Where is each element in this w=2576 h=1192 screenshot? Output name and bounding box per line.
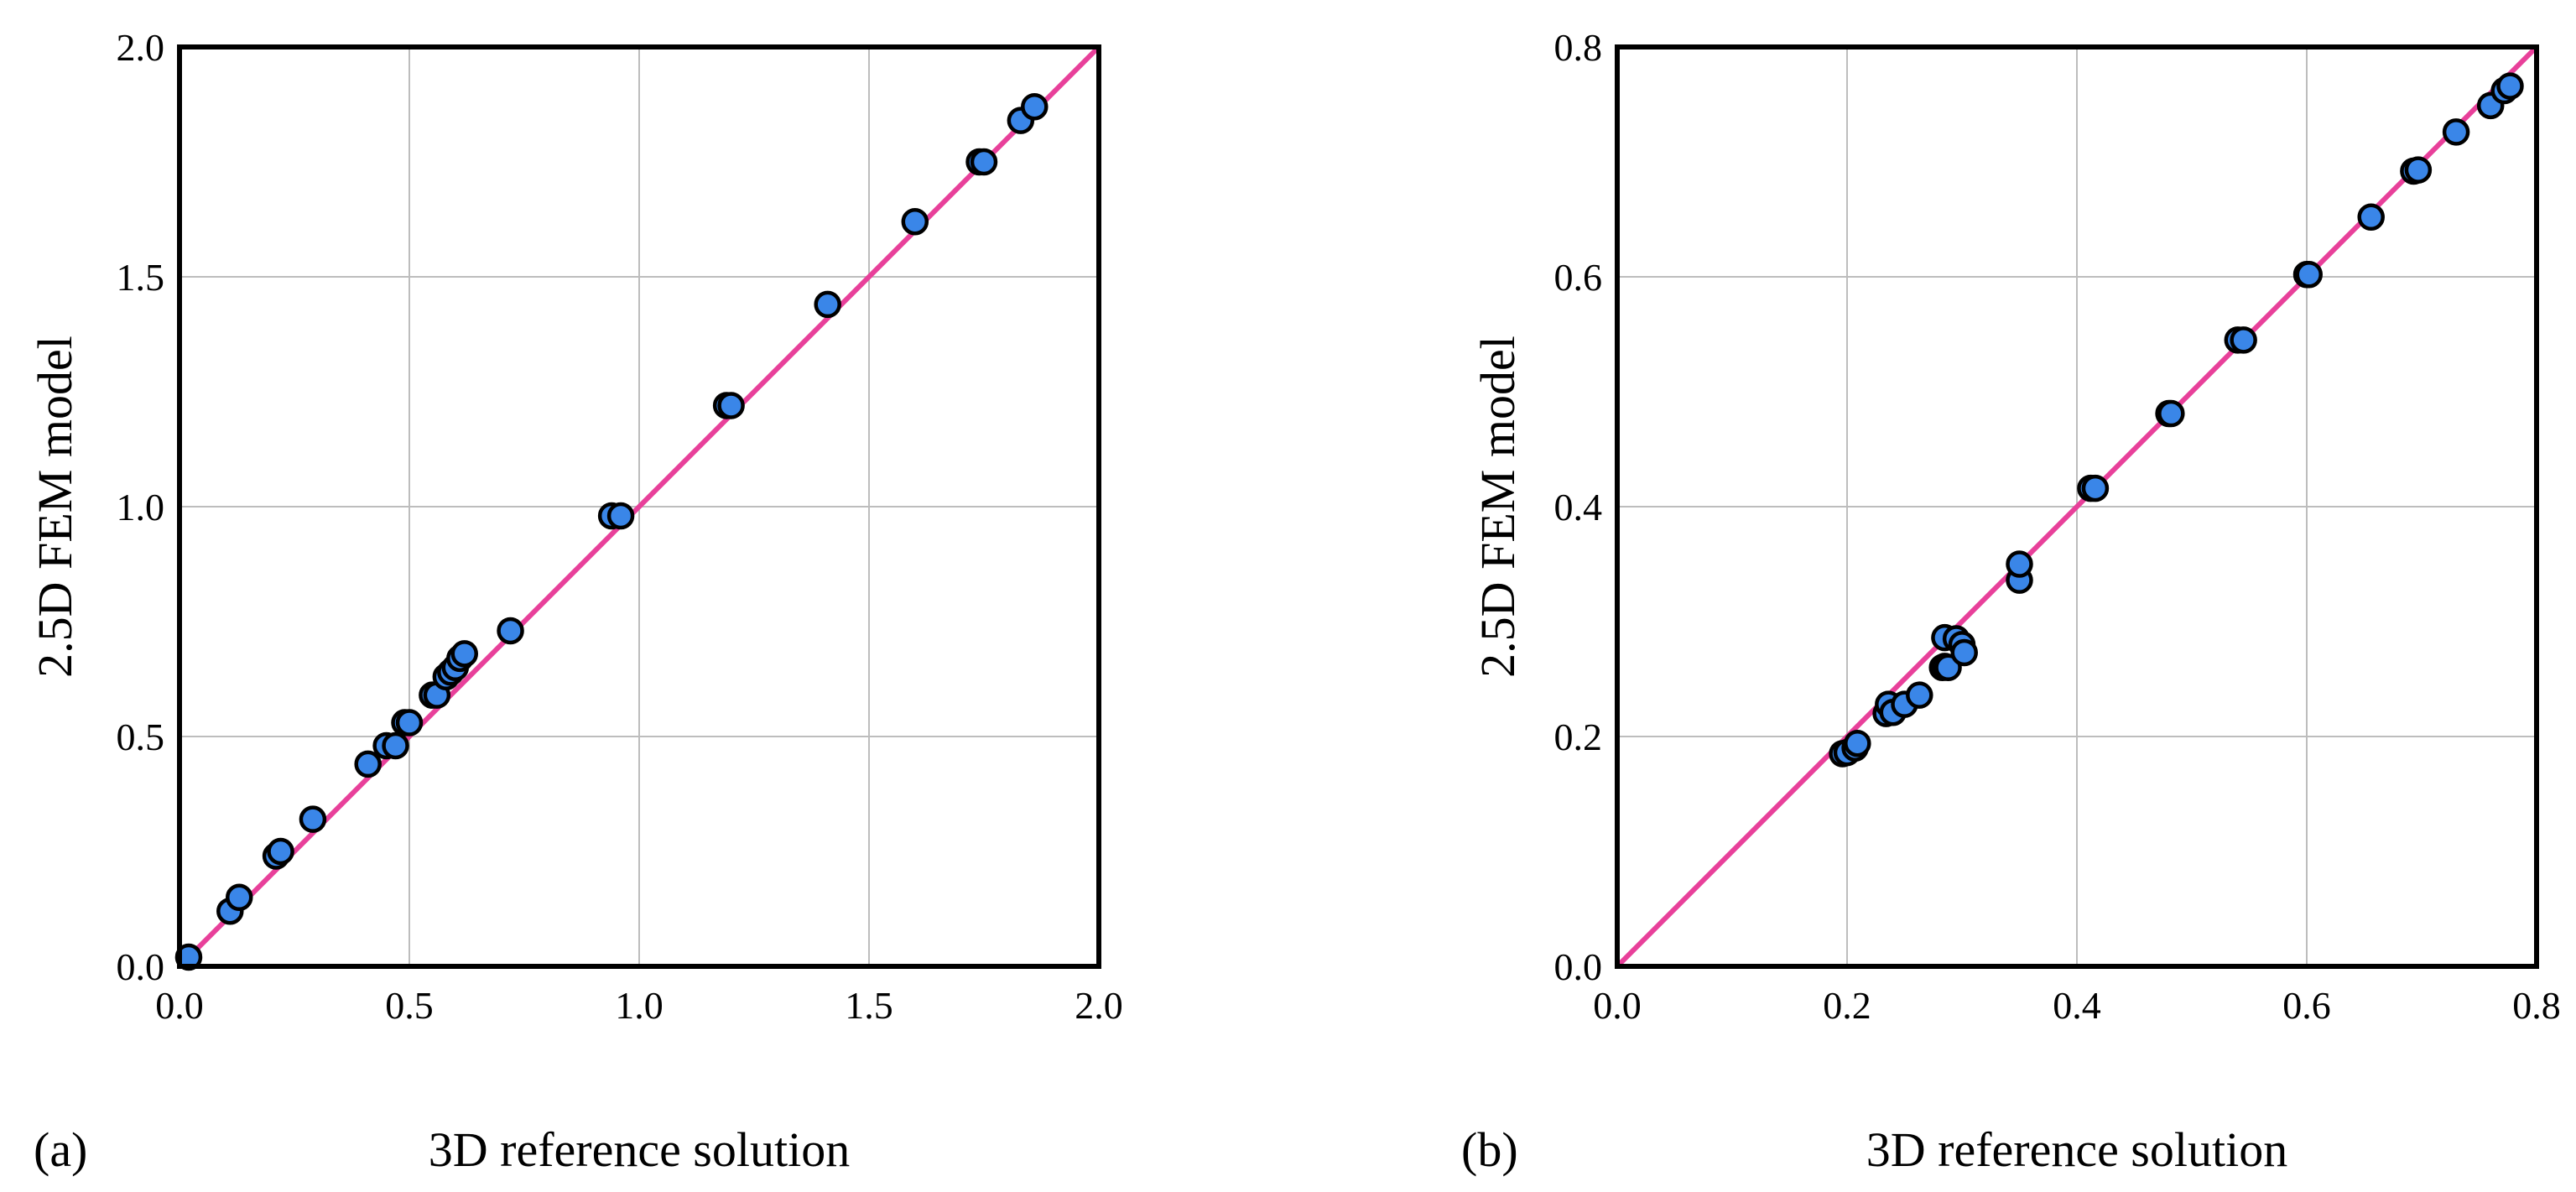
- data-point: [1950, 638, 1978, 667]
- y-tick-label: 0.0: [117, 945, 165, 988]
- data-point: [814, 290, 841, 319]
- data-point: [1844, 729, 1871, 757]
- x-axis-label: 3D reference solution: [429, 1122, 850, 1177]
- x-tick-label: 0.4: [2053, 984, 2101, 1027]
- y-tick-label: 0.4: [1554, 486, 1603, 528]
- data-point: [606, 502, 635, 530]
- panel-label: (b): [1461, 1122, 1518, 1177]
- x-tick-label: 2.0: [1075, 984, 1123, 1027]
- panel-a: 0.0 0.5 1.0 1.5 2.0 0.0 0.5 1.0 1.5 2.0 3D referen…: [28, 26, 1123, 1177]
- data-point: [382, 731, 409, 760]
- data-point: [1934, 653, 1962, 682]
- data-point: [354, 750, 382, 778]
- panel-label: (a): [34, 1122, 87, 1177]
- data-point: [395, 709, 424, 737]
- data-point: [2357, 203, 2385, 232]
- x-tick-label: 0.0: [155, 984, 204, 1027]
- y-tick-label: 1.0: [117, 486, 165, 528]
- y-tick-label: 0.0: [1554, 945, 1603, 988]
- plot-frame: [1615, 44, 2539, 969]
- data-point: [267, 837, 294, 866]
- y-tick-label: 0.2: [1554, 716, 1603, 758]
- data-point: [2295, 261, 2323, 289]
- reference-line: [1615, 44, 2539, 969]
- data-point: [450, 640, 479, 668]
- data-point: [2230, 326, 2257, 354]
- data-point: [299, 805, 327, 833]
- x-tick-label: 0.5: [385, 984, 434, 1027]
- data-point: [2404, 156, 2433, 184]
- x-tick-label: 0.6: [2282, 984, 2331, 1027]
- x-tick-label: 0.0: [1593, 984, 1642, 1027]
- plot-frame: [177, 44, 1101, 969]
- y-tick-label: 0.5: [117, 716, 165, 758]
- data-point: [174, 943, 203, 971]
- data-point: [2006, 550, 2033, 578]
- data-point: [2157, 399, 2185, 428]
- panel-b: 0.0 0.2 0.4 0.6 0.8 0.0 0.2 0.4 0.6 0.8 3D referen…: [1461, 26, 2561, 1177]
- data-point: [2496, 72, 2524, 100]
- data-point: [1906, 681, 1933, 709]
- x-tick-label: 1.0: [615, 984, 664, 1027]
- data-point: [717, 392, 745, 419]
- data-point: [2442, 118, 2470, 146]
- data-point: [497, 617, 524, 645]
- data-point: [970, 148, 998, 176]
- y-tick-label: 2.0: [117, 26, 165, 69]
- data-point: [2081, 474, 2110, 502]
- y-tick-label: 0.8: [1554, 26, 1603, 69]
- x-tick-label: 0.2: [1823, 984, 1871, 1027]
- x-axis-label: 3D reference solution: [1866, 1122, 2287, 1177]
- y-tick-label: 1.5: [117, 256, 165, 299]
- data-point: [901, 207, 929, 236]
- reference-line: [177, 44, 1101, 969]
- y-axis-label: 2.5D FEM model: [28, 336, 82, 678]
- x-tick-label: 1.5: [845, 984, 893, 1027]
- x-tick-label: 0.8: [2512, 984, 2561, 1027]
- y-axis-label: 2.5D FEM model: [1470, 336, 1525, 678]
- y-tick-label: 0.6: [1554, 256, 1603, 299]
- data-point: [1021, 92, 1049, 121]
- data-point: [225, 883, 253, 912]
